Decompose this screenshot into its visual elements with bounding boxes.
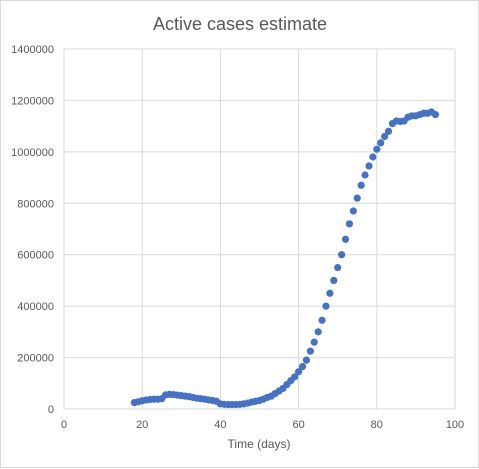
data-point bbox=[373, 145, 381, 153]
x-tick-label: 0 bbox=[61, 419, 67, 431]
data-point bbox=[349, 207, 357, 215]
y-tick-label: 800000 bbox=[17, 198, 54, 210]
data-point bbox=[334, 263, 342, 272]
y-tick-label: 1200000 bbox=[11, 95, 54, 107]
data-point bbox=[298, 362, 307, 371]
data-points bbox=[130, 108, 440, 409]
y-tick-label: 400000 bbox=[17, 301, 54, 313]
x-tick-label: 40 bbox=[214, 419, 226, 431]
data-point bbox=[357, 181, 365, 189]
data-point bbox=[314, 328, 322, 336]
data-point bbox=[318, 316, 326, 324]
data-point bbox=[353, 194, 361, 202]
data-point bbox=[295, 368, 303, 376]
data-point bbox=[310, 338, 318, 346]
data-point bbox=[361, 171, 369, 179]
x-axis-title: Time (days) bbox=[228, 437, 291, 451]
x-tick-label: 80 bbox=[371, 419, 383, 431]
data-point bbox=[291, 373, 299, 381]
x-tick-label: 60 bbox=[292, 419, 304, 431]
data-point bbox=[381, 132, 389, 141]
data-point bbox=[338, 251, 346, 259]
data-point bbox=[330, 276, 338, 285]
data-point bbox=[377, 139, 385, 147]
y-tick-label: 1400000 bbox=[11, 44, 54, 56]
data-point bbox=[306, 347, 314, 355]
chart-title: Active cases estimate bbox=[153, 14, 327, 34]
data-point bbox=[384, 127, 393, 135]
y-tick-label: 200000 bbox=[17, 353, 54, 365]
data-point bbox=[431, 110, 440, 119]
data-point bbox=[365, 162, 373, 170]
tick-labels: 0 20 40 60 80 100 0 200000 400000 600000 800000 100… bbox=[11, 44, 464, 431]
x-tick-label: 100 bbox=[446, 419, 464, 431]
x-tick-label: 20 bbox=[136, 419, 148, 431]
y-tick-label: 0 bbox=[48, 404, 54, 416]
data-point bbox=[302, 356, 311, 364]
data-point bbox=[322, 302, 330, 310]
y-tick-label: 1000000 bbox=[11, 147, 54, 159]
data-point bbox=[369, 153, 377, 161]
y-tick-label: 600000 bbox=[17, 250, 54, 262]
gridlines bbox=[63, 48, 456, 410]
data-point bbox=[345, 220, 354, 228]
data-point bbox=[326, 289, 334, 297]
data-point bbox=[341, 235, 350, 243]
